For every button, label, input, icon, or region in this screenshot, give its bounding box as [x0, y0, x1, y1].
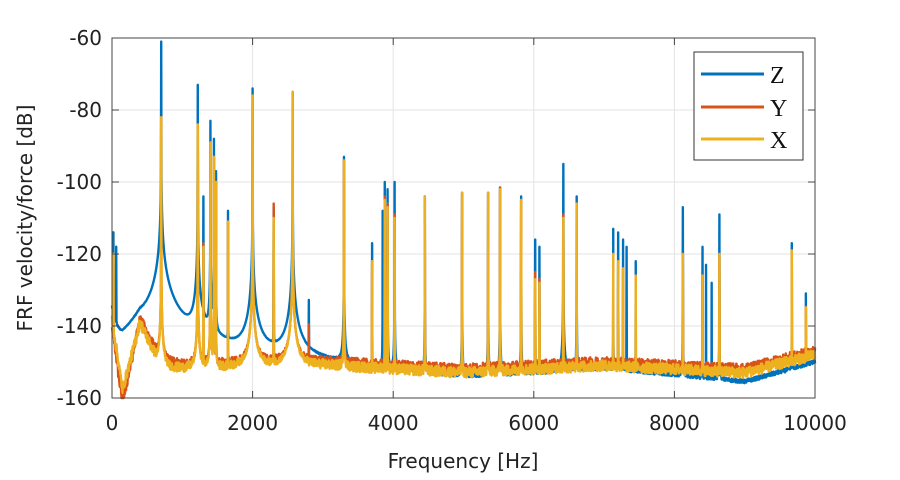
y-tick-label: -140	[57, 314, 102, 338]
legend-label-y: Y	[770, 96, 787, 122]
x-tick-label: 10000	[783, 411, 847, 435]
x-tick-label: 6000	[508, 411, 559, 435]
y-tick-label: -120	[57, 242, 102, 266]
y-tick-label: -80	[69, 98, 102, 122]
y-tick-label: -60	[69, 26, 102, 50]
x-tick-label: 2000	[227, 411, 278, 435]
y-axis-label: FRF velocity/force [dB]	[13, 105, 37, 332]
series-lines	[110, 40, 817, 400]
legend: Z Y X	[693, 51, 804, 161]
legend-label-x: X	[770, 128, 787, 154]
x-axis-label: Frequency [Hz]	[388, 449, 539, 473]
axis-ticks: 0 2000 4000 6000 8000 10000 -60 -80 -100 -120 -140…	[57, 26, 847, 435]
x-tick-label: 4000	[368, 411, 419, 435]
x-tick-label: 0	[106, 411, 119, 435]
y-tick-label: -160	[57, 386, 102, 410]
series-line-x	[110, 90, 817, 394]
legend-label-z: Z	[770, 63, 785, 89]
x-tick-label: 8000	[649, 411, 700, 435]
y-tick-label: -100	[57, 170, 102, 194]
plot-frame	[111, 37, 816, 399]
